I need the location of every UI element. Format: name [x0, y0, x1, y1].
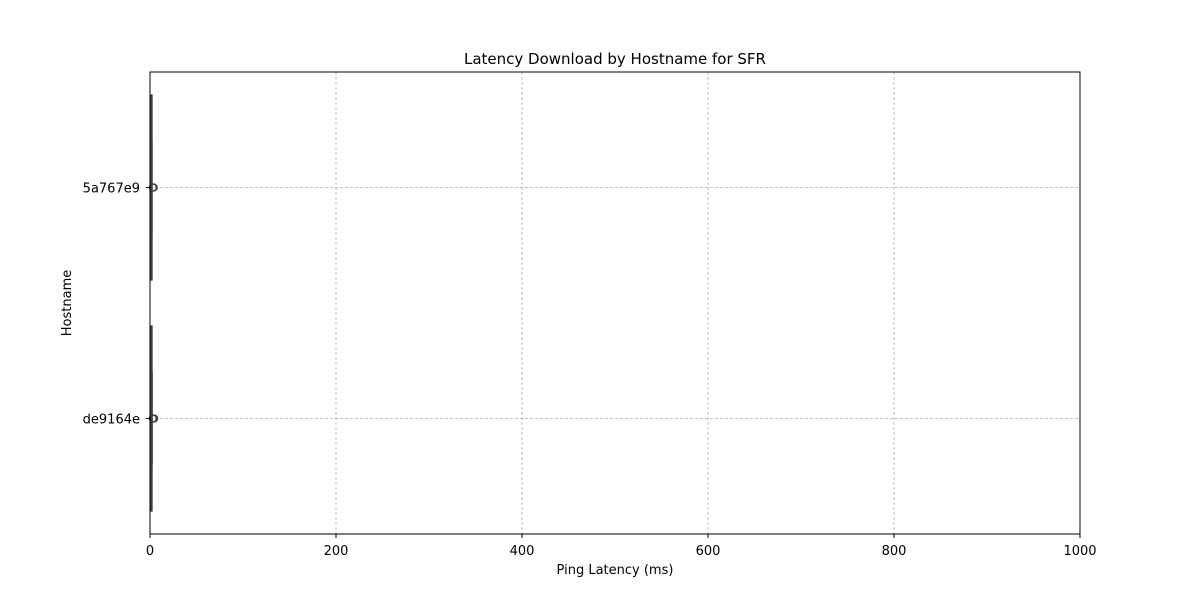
- box-de9164e: [148, 325, 159, 512]
- x-axis-label: Ping Latency (ms): [557, 563, 674, 578]
- x-axis-ticks: 0 200 400 600 800 1000: [146, 534, 1097, 559]
- y-axis-ticks: 5a767e9 de9164e: [83, 182, 150, 428]
- x-tick-label: 800: [882, 544, 907, 559]
- y-tick-label: 5a767e9: [83, 182, 140, 197]
- y-axis-label: Hostname: [60, 270, 75, 336]
- x-tick-label: 400: [510, 544, 535, 559]
- x-tick-label: 0: [146, 544, 154, 559]
- chart-title: Latency Download by Hostname for SFR: [464, 50, 766, 68]
- x-tick-label: 1000: [1063, 544, 1096, 559]
- x-tick-label: 200: [324, 544, 349, 559]
- y-tick-label: de9164e: [83, 413, 140, 428]
- plot-frame: [149, 71, 1081, 535]
- grid-layer: [149, 72, 1081, 534]
- box-marks: [148, 94, 159, 512]
- x-tick-label: 600: [696, 544, 721, 559]
- outlier-point: [150, 414, 159, 423]
